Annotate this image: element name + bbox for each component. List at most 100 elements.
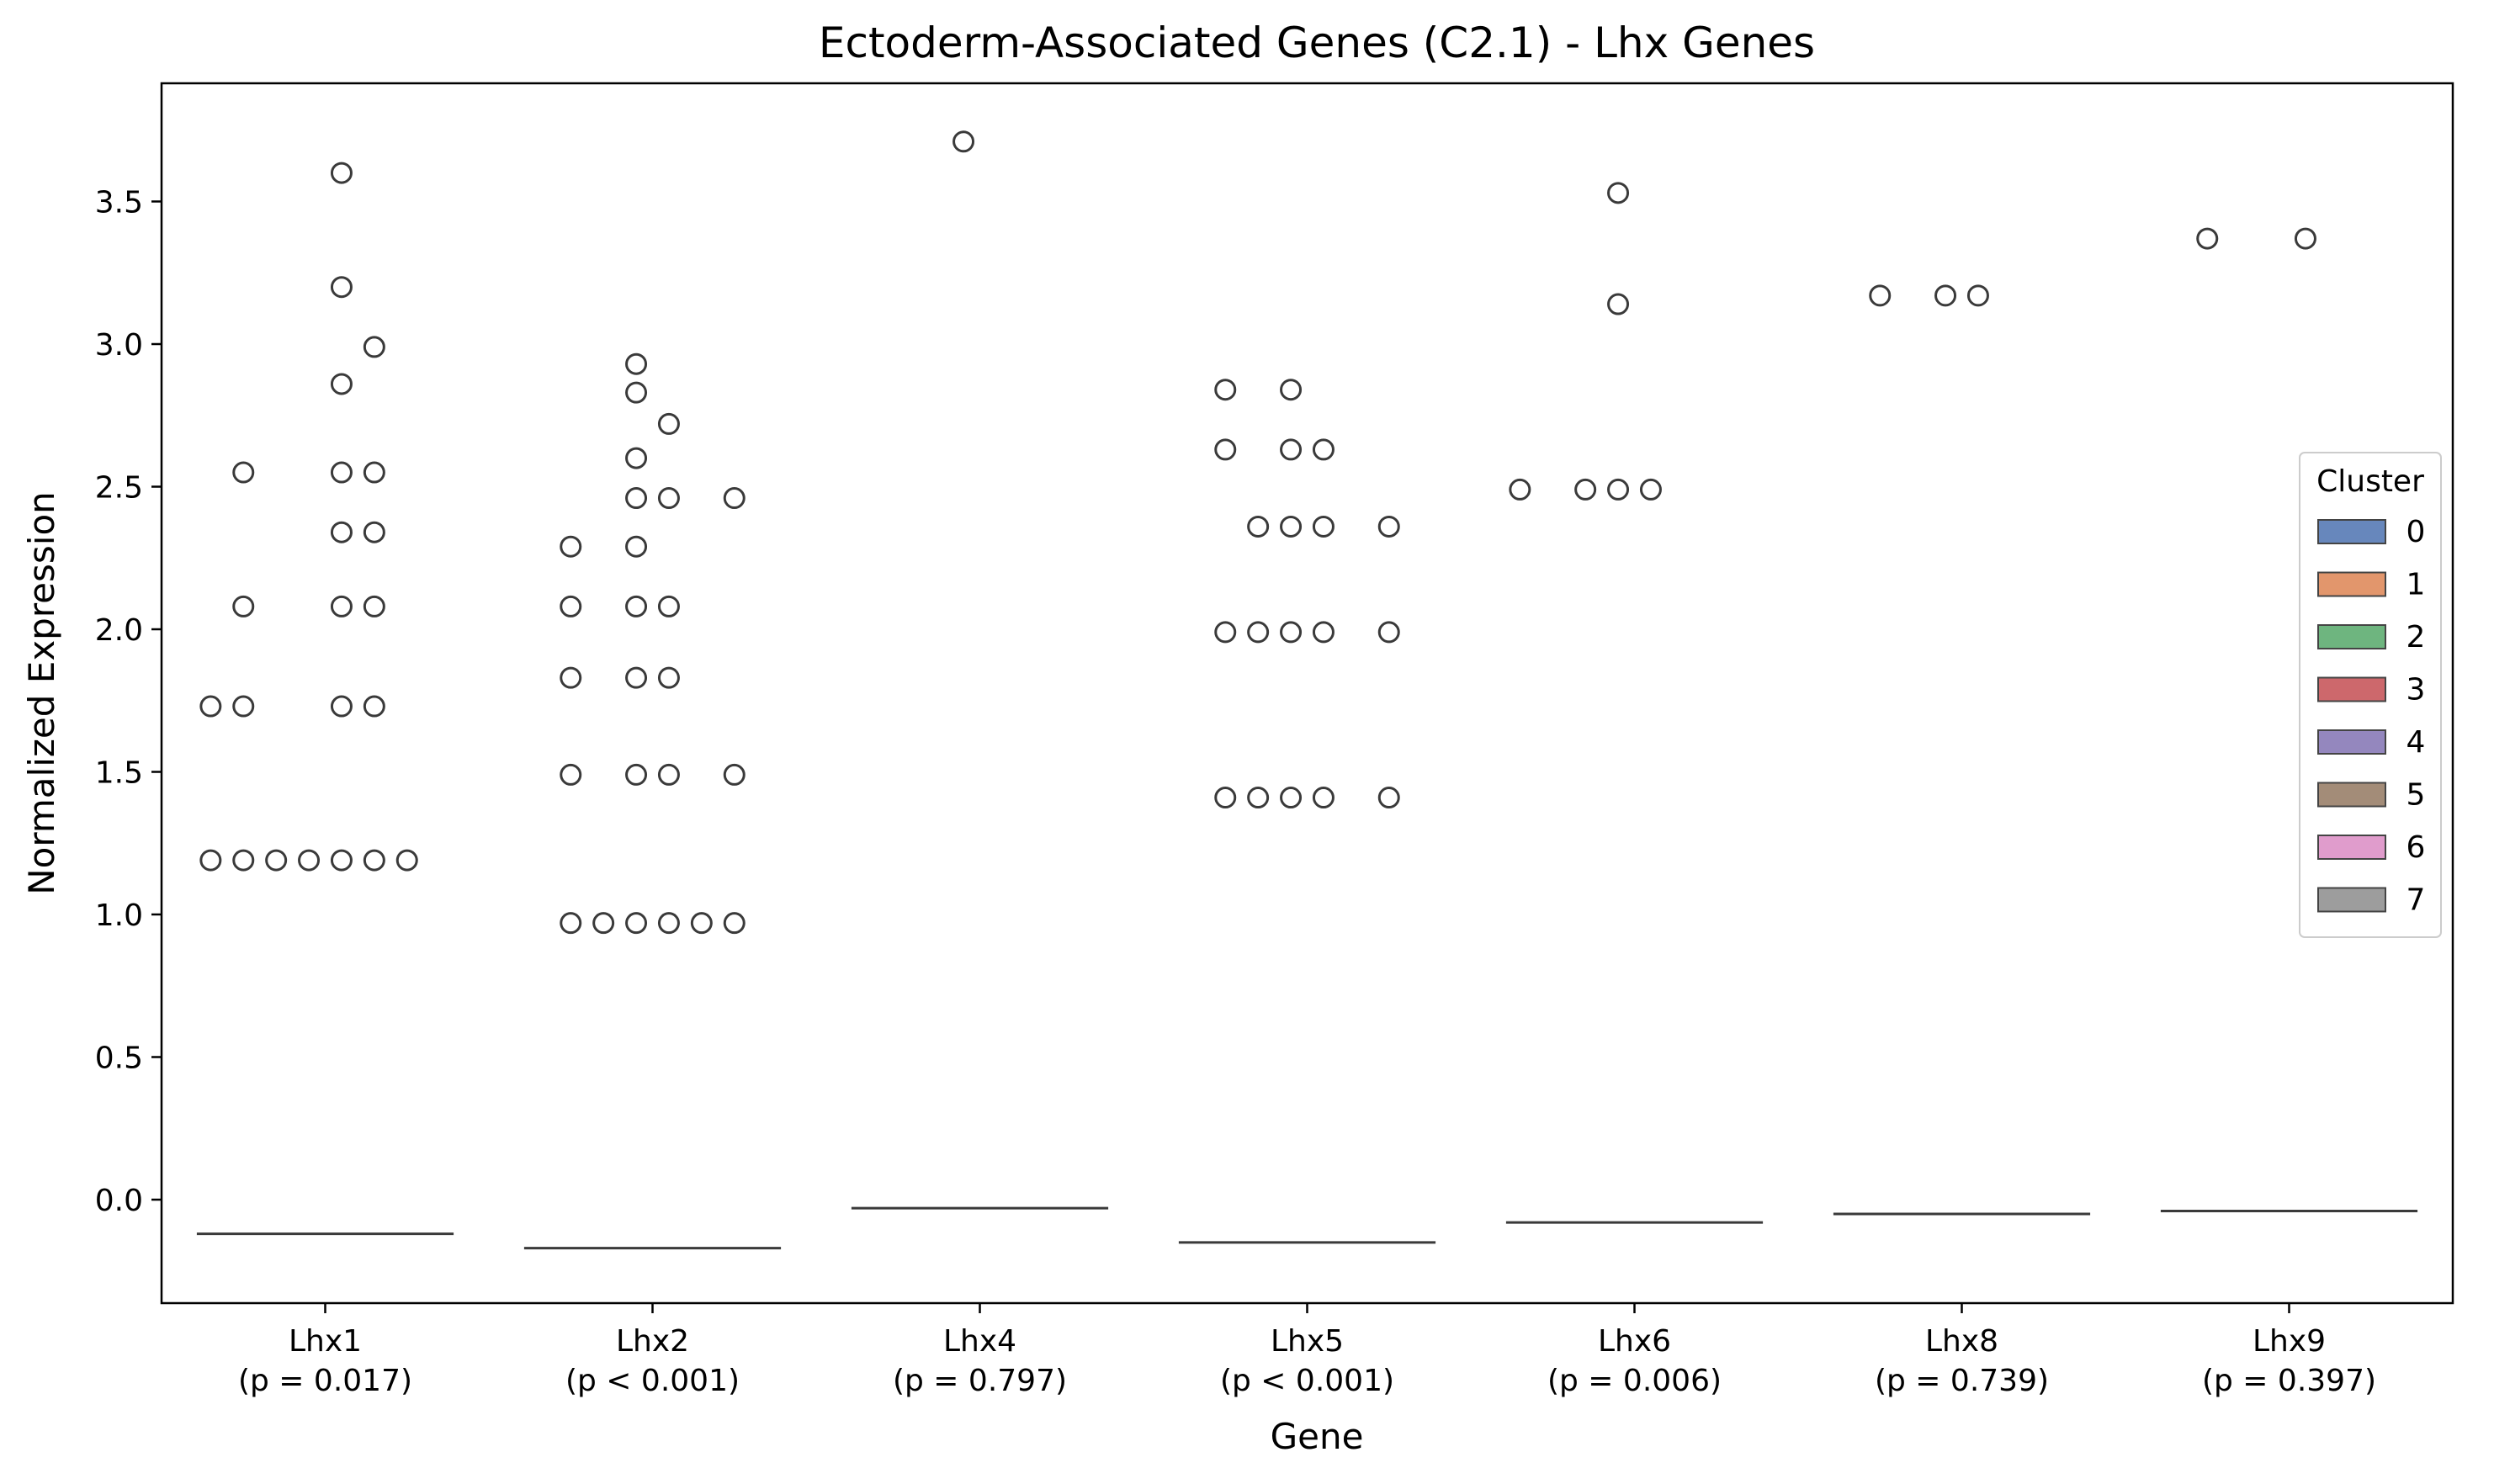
x-tick-label: Lhx8 bbox=[1925, 1324, 1998, 1359]
y-tick-label: 2.5 bbox=[95, 471, 143, 506]
outlier-point bbox=[363, 849, 385, 872]
outlier-point bbox=[199, 849, 222, 872]
outlier-point bbox=[1869, 284, 1892, 307]
legend-label: 6 bbox=[2406, 830, 2426, 865]
outlier-point bbox=[1280, 621, 1303, 644]
outlier-point bbox=[723, 912, 746, 935]
outlier-point bbox=[1966, 284, 1989, 307]
outlier-point bbox=[330, 373, 353, 395]
y-axis-label: Normalized Expression bbox=[21, 491, 62, 895]
legend-swatch bbox=[2317, 887, 2386, 913]
y-tick-label: 1.0 bbox=[95, 898, 143, 933]
outlier-point bbox=[657, 666, 680, 689]
plot-frame bbox=[160, 82, 2454, 1305]
outlier-point bbox=[1312, 515, 1335, 538]
x-tick-pvalue: (p = 0.797) bbox=[893, 1364, 1067, 1398]
outlier-point bbox=[592, 912, 615, 935]
outlier-point bbox=[625, 352, 648, 375]
outlier-point bbox=[1312, 621, 1335, 644]
outlier-point bbox=[1247, 515, 1270, 538]
legend-swatch bbox=[2317, 782, 2386, 808]
outlier-point bbox=[1377, 787, 1400, 809]
outlier-point bbox=[1639, 478, 1662, 501]
y-tick-label: 2.0 bbox=[95, 613, 143, 648]
x-tick-pvalue: (p = 0.739) bbox=[1875, 1364, 2049, 1398]
chart-title: Ectoderm-Associated Genes (C2.1) - Lhx G… bbox=[819, 19, 1815, 67]
x-tick-pvalue: (p = 0.017) bbox=[238, 1364, 412, 1398]
outlier-point bbox=[625, 535, 648, 558]
outlier-point bbox=[2294, 227, 2316, 250]
outlier-point bbox=[1280, 438, 1303, 461]
y-tick-label: 0.5 bbox=[95, 1041, 143, 1076]
outlier-point bbox=[1377, 515, 1400, 538]
outlier-point bbox=[1214, 621, 1237, 644]
outlier-point bbox=[1607, 182, 1630, 204]
outlier-point bbox=[657, 412, 680, 435]
outlier-point bbox=[330, 695, 353, 718]
x-tick-pvalue: (p < 0.001) bbox=[565, 1364, 740, 1398]
y-tick-label: 3.5 bbox=[95, 186, 143, 220]
outlier-point bbox=[560, 535, 582, 558]
outlier-point bbox=[363, 336, 385, 358]
outlier-point bbox=[1214, 787, 1237, 809]
legend-label: 4 bbox=[2406, 725, 2426, 760]
x-tick-pvalue: (p = 0.006) bbox=[1547, 1364, 1722, 1398]
outlier-point bbox=[232, 849, 255, 872]
outlier-point bbox=[199, 695, 222, 718]
x-tick-label: Lhx9 bbox=[2253, 1324, 2326, 1359]
outlier-point bbox=[625, 487, 648, 510]
y-axis: 0.0 0.5 1.0 1.5 2.0 2.5 3.0 3.5 bbox=[95, 186, 162, 1218]
marks bbox=[196, 130, 2418, 1250]
legend-title: Cluster bbox=[2316, 464, 2424, 499]
legend-swatch bbox=[2317, 624, 2386, 649]
plot-area bbox=[160, 82, 2454, 1305]
outlier-point bbox=[625, 763, 648, 786]
outlier-point bbox=[723, 763, 746, 786]
outlier-point bbox=[232, 595, 255, 617]
y-tick-label: 0.0 bbox=[95, 1184, 143, 1218]
outlier-point bbox=[625, 595, 648, 617]
outlier-point bbox=[232, 695, 255, 718]
outlier-point bbox=[1247, 787, 1270, 809]
outlier-point bbox=[363, 521, 385, 543]
outlier-point bbox=[330, 521, 353, 543]
outlier-point bbox=[625, 666, 648, 689]
outlier-point bbox=[625, 447, 648, 469]
outlier-point bbox=[657, 595, 680, 617]
outlier-point bbox=[690, 912, 713, 935]
outlier-point bbox=[1214, 379, 1237, 401]
outlier-point bbox=[1509, 478, 1531, 501]
outlier-point bbox=[1247, 621, 1270, 644]
legend-label: 2 bbox=[2406, 620, 2426, 655]
legend: Cluster 0 1 2 3 4 5 6 7 bbox=[2299, 452, 2442, 938]
legend-swatch bbox=[2317, 729, 2386, 755]
outlier-point bbox=[265, 849, 288, 872]
outlier-point bbox=[625, 381, 648, 404]
legend-label: 3 bbox=[2406, 673, 2426, 708]
outlier-point bbox=[1607, 478, 1630, 501]
y-tick-label: 3.0 bbox=[95, 328, 143, 363]
outlier-point bbox=[723, 487, 746, 510]
x-tick-pvalue: (p < 0.001) bbox=[1220, 1364, 1394, 1398]
x-tick-label: Lhx5 bbox=[1271, 1324, 1344, 1359]
outlier-point bbox=[1312, 438, 1335, 461]
outlier-point bbox=[1574, 478, 1597, 501]
outlier-point bbox=[952, 130, 975, 153]
outlier-point bbox=[1312, 787, 1335, 809]
legend-swatch bbox=[2317, 571, 2386, 597]
outlier-point bbox=[560, 595, 582, 617]
outlier-point bbox=[1280, 515, 1303, 538]
x-tick-label: Lhx4 bbox=[943, 1324, 1016, 1359]
outlier-point bbox=[560, 666, 582, 689]
x-axis: Lhx1 (p = 0.017) Lhx2 (p < 0.001) Lhx4 (p = 0… bbox=[238, 1303, 2376, 1398]
outlier-point bbox=[657, 763, 680, 786]
outlier-point bbox=[363, 595, 385, 617]
outlier-point bbox=[560, 763, 582, 786]
outlier-point bbox=[395, 849, 418, 872]
legend-label: 0 bbox=[2406, 515, 2426, 549]
outlier-point bbox=[1280, 379, 1303, 401]
legend-label: 1 bbox=[2406, 568, 2426, 602]
x-tick-pvalue: (p = 0.397) bbox=[2202, 1364, 2376, 1398]
y-tick-label: 1.5 bbox=[95, 756, 143, 791]
